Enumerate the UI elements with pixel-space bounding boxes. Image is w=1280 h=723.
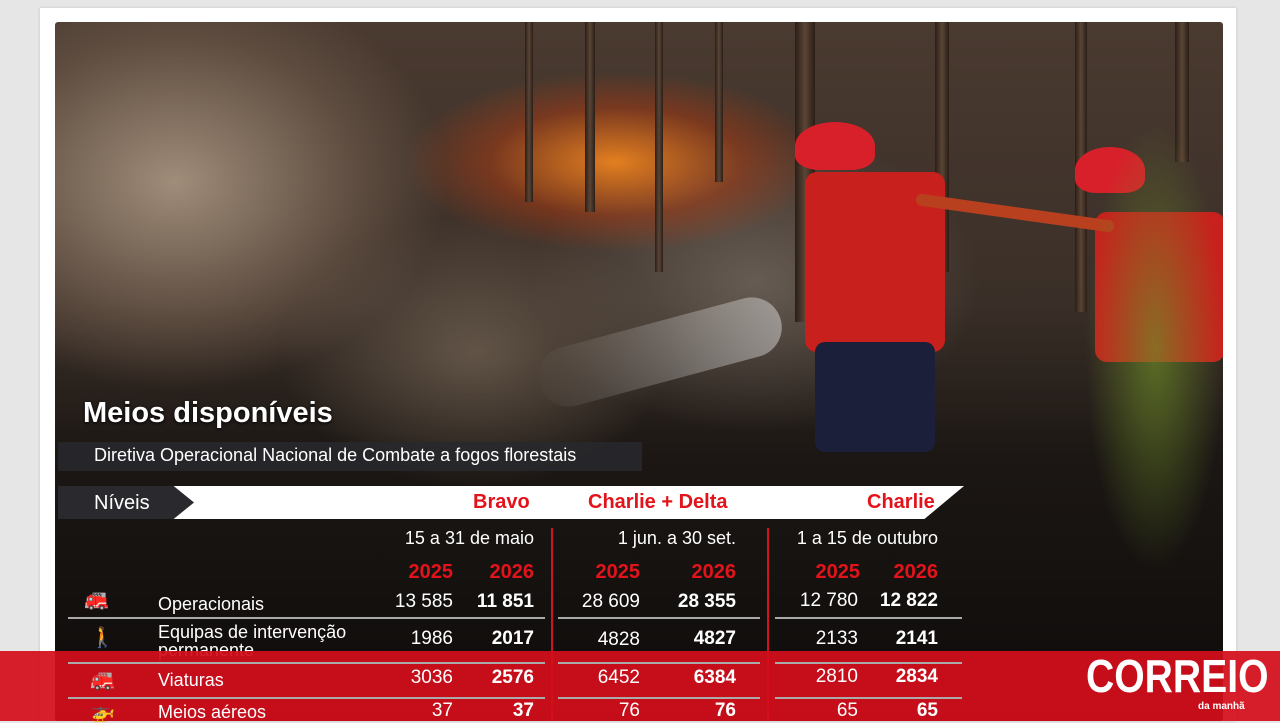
levels-label: Níveis (94, 492, 150, 514)
row-separator (558, 617, 760, 619)
level-bravo: Bravo (473, 491, 530, 513)
value: 28 609 (581, 591, 640, 612)
value: 4827 (693, 628, 736, 649)
value: 2141 (895, 628, 938, 649)
year-label: 2026 (691, 561, 737, 583)
aircraft-icon: 🚁 (90, 701, 115, 723)
value: 2133 (815, 628, 858, 649)
value: 76 (714, 700, 736, 721)
value: 12 780 (799, 590, 858, 611)
year-label: 2025 (815, 561, 861, 583)
year-label: 2026 (893, 561, 939, 583)
row-separator (775, 662, 962, 664)
firefighters-hose-icon: 🚒 (84, 589, 109, 611)
row-separator (775, 617, 962, 619)
row-separator (68, 697, 545, 699)
value: 3036 (410, 667, 453, 688)
row-separator (558, 697, 760, 699)
year-label: 2025 (408, 561, 454, 583)
level-charlie-delta: Charlie + Delta (588, 491, 728, 513)
value: 6452 (597, 667, 640, 688)
year-label: 2025 (595, 561, 641, 583)
value: 2576 (491, 667, 534, 688)
row-separator (68, 662, 545, 664)
level-charlie: Charlie (867, 491, 935, 513)
row-separator (68, 617, 545, 619)
period-charlie: 1 a 15 de outubro (796, 528, 938, 548)
fire-truck-icon: 🚒 (90, 669, 115, 691)
period-bravo: 15 a 31 de maio (404, 528, 534, 548)
value: 2017 (491, 628, 534, 649)
year-label: 2026 (489, 561, 535, 583)
value: 2834 (895, 666, 938, 687)
correio-da-manha-logo[interactable]: CORREIO (1086, 650, 1269, 702)
period-charlie-delta: 1 jun. a 30 set. (617, 528, 736, 548)
team-icon: 🚶 (90, 627, 115, 649)
value: 37 (512, 700, 534, 721)
value: 1986 (410, 628, 453, 649)
value: 6384 (693, 667, 736, 688)
infographic-subtitle: Diretiva Operacional Nacional de Combate… (58, 442, 642, 471)
value: 65 (836, 700, 858, 721)
value: 2810 (815, 666, 858, 687)
value: 28 355 (677, 591, 736, 612)
row-label: Meios aéreos (158, 702, 267, 722)
levels-header: Níveis Bravo Charlie + Delta Charlie (58, 486, 964, 519)
infographic-photo (55, 22, 1223, 721)
value: 76 (618, 700, 640, 721)
column-divider (767, 528, 769, 721)
row-label: Viaturas (158, 670, 224, 690)
value: 4828 (597, 629, 640, 650)
infographic-title: Meios disponíveis (83, 397, 333, 429)
value: 37 (431, 700, 453, 721)
value: 13 585 (394, 591, 453, 612)
logo-subtitle: da manhã (1198, 701, 1245, 712)
row-label: Operacionais (158, 594, 265, 614)
value: 65 (916, 700, 938, 721)
column-divider (551, 528, 553, 721)
row-separator (558, 662, 760, 664)
value: 12 822 (879, 590, 938, 611)
value: 11 851 (476, 591, 534, 612)
row-separator (775, 697, 962, 699)
